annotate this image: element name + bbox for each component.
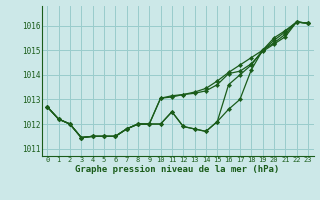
X-axis label: Graphe pression niveau de la mer (hPa): Graphe pression niveau de la mer (hPa) (76, 165, 280, 174)
